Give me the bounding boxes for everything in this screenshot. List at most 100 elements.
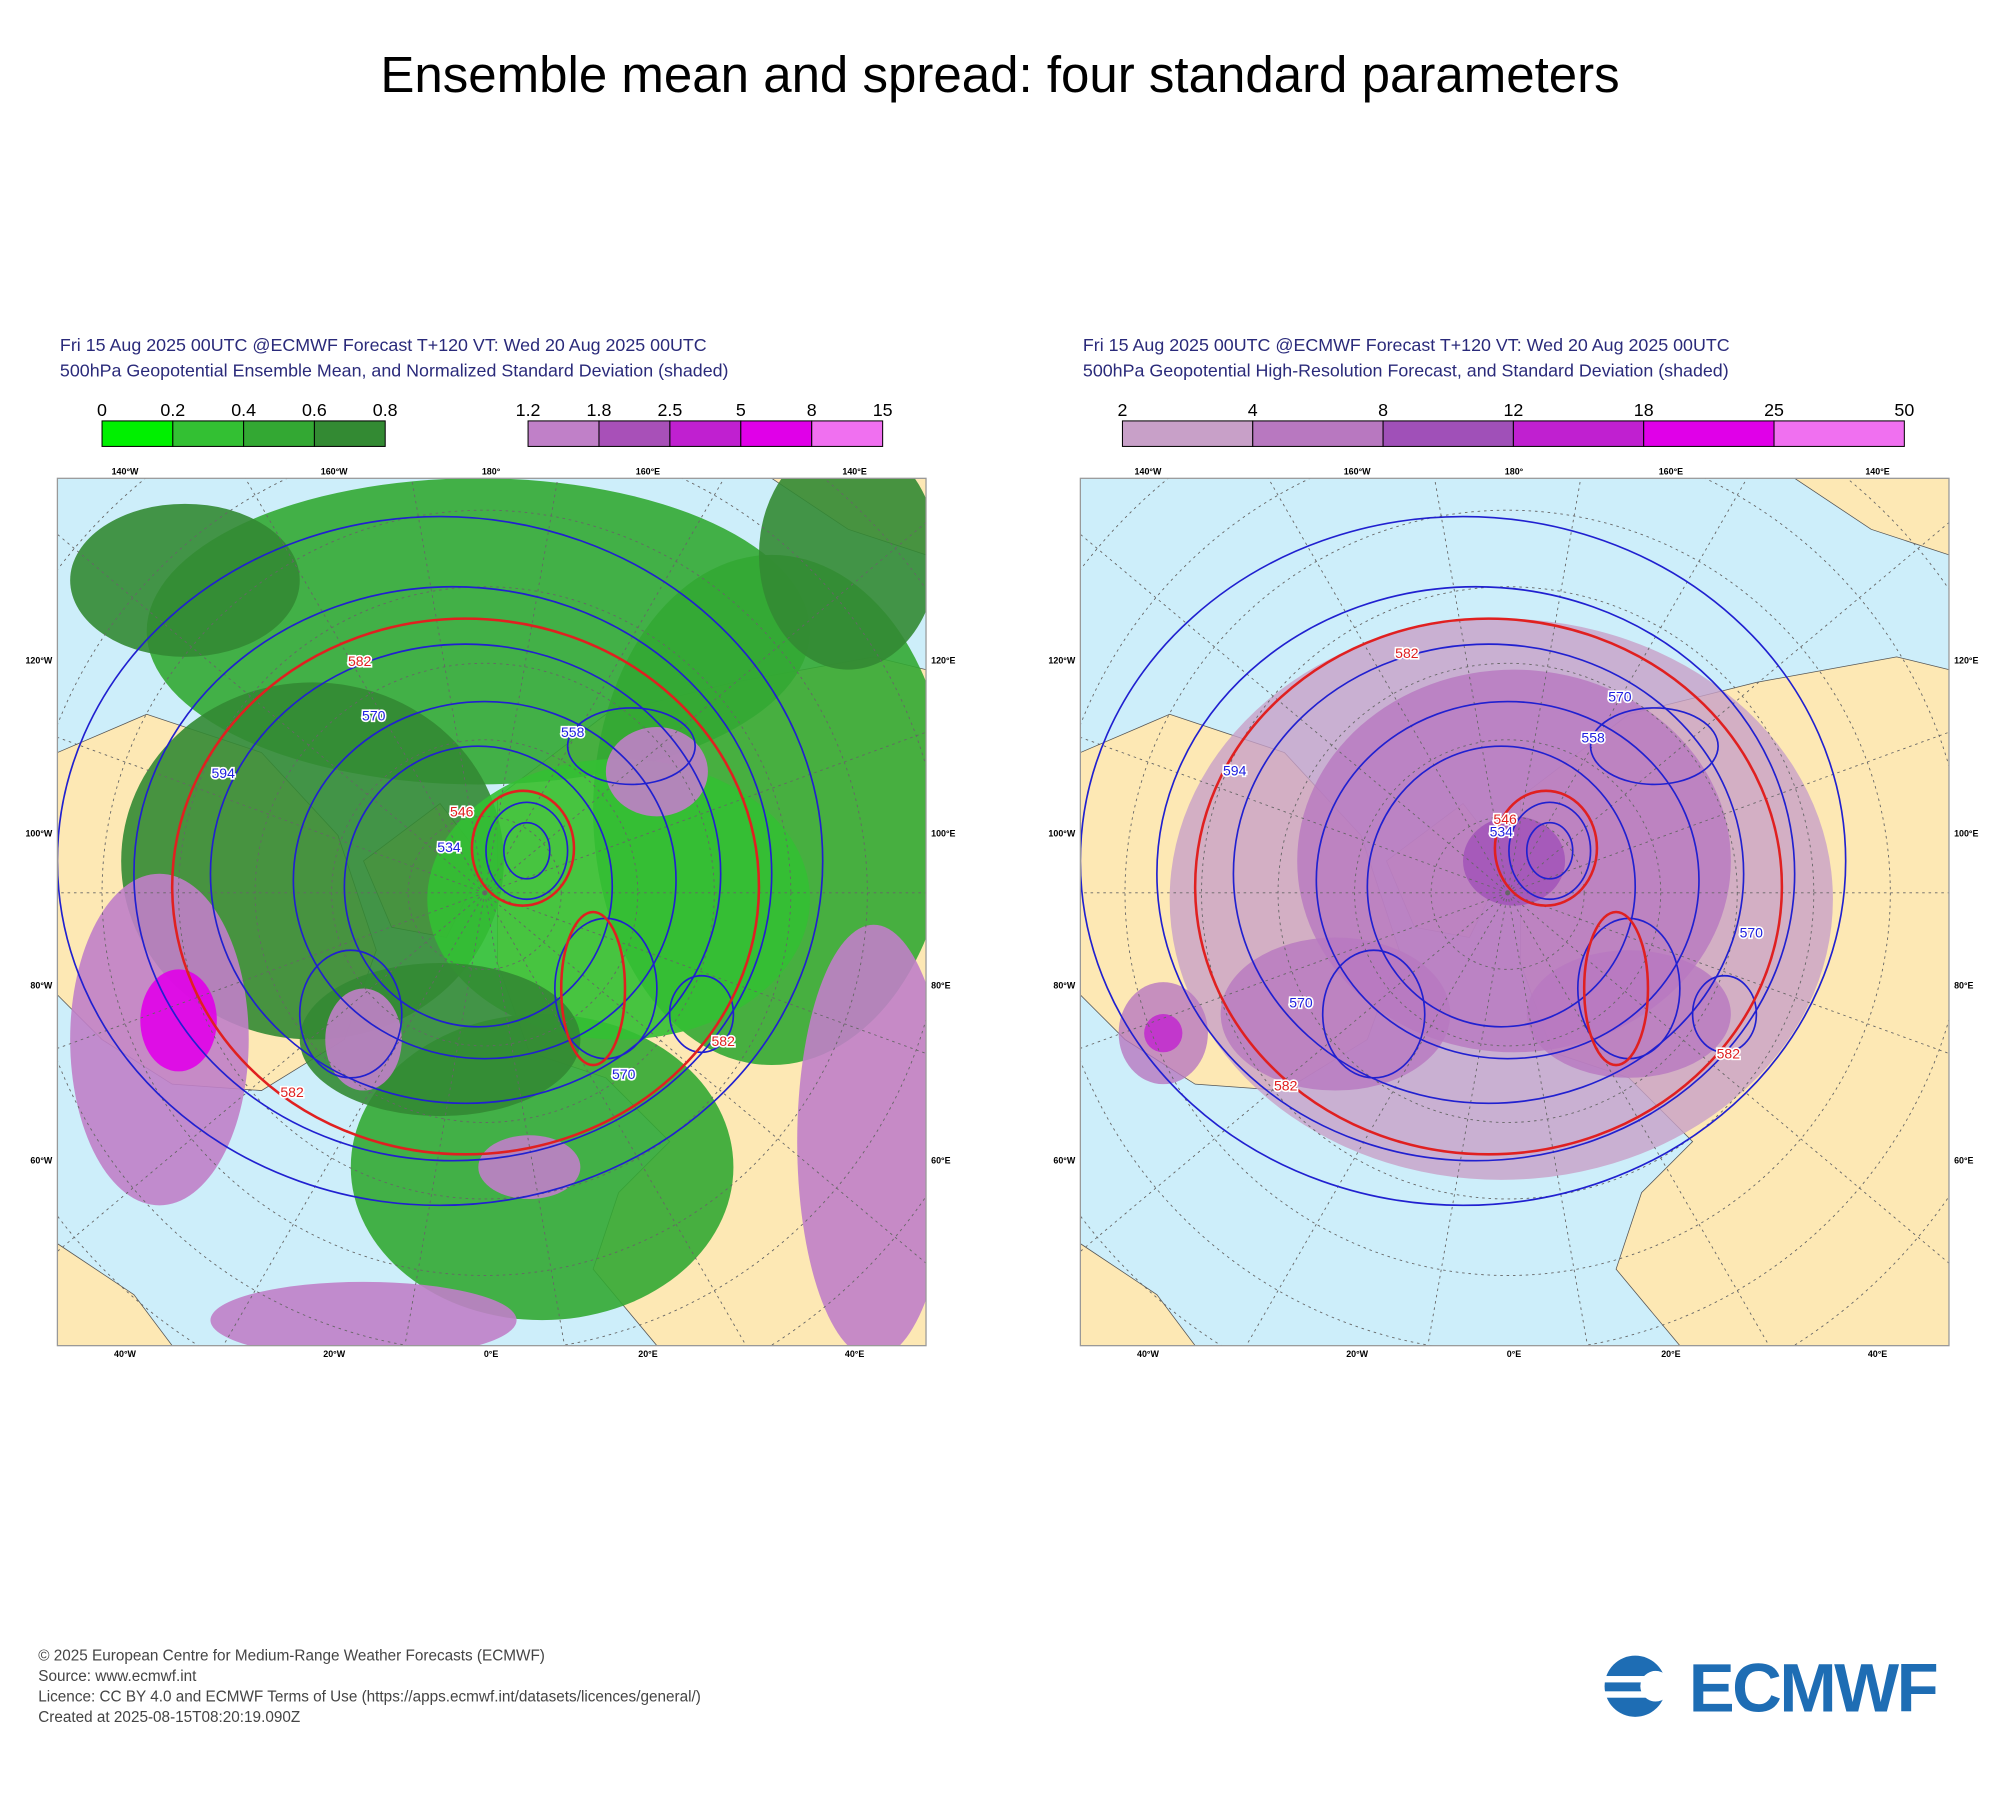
- contour-label: 558: [1581, 729, 1605, 745]
- shading: [1463, 816, 1566, 906]
- meridian: [1507, 478, 1582, 893]
- colorbar-box: [101, 420, 174, 447]
- graticule-label: 180°: [482, 466, 501, 476]
- contour: [1080, 515, 1847, 1207]
- meridian: [411, 478, 486, 893]
- meridian: [484, 521, 927, 894]
- logo-stripe: [1594, 1676, 1659, 1683]
- contour-red: [559, 910, 627, 1067]
- colorbar-label: 25: [1764, 400, 1784, 420]
- shading: [605, 727, 708, 817]
- logo-text: ECMWF: [1689, 1650, 1937, 1727]
- contour: [298, 949, 403, 1079]
- meridian: [1507, 521, 1949, 894]
- graticule-label: 100°E: [931, 829, 955, 839]
- contour: [1589, 707, 1719, 786]
- meridian: [1507, 478, 1748, 894]
- land: [1080, 1243, 1196, 1346]
- graticule-label: 40°E: [845, 1349, 864, 1359]
- contour-label: 534: [437, 839, 461, 855]
- contour-label: 570: [1608, 689, 1632, 705]
- shading: [210, 1281, 517, 1346]
- graticule-label: 160°W: [321, 466, 348, 476]
- contour: [668, 974, 735, 1054]
- meridian: [1507, 892, 1770, 1346]
- meridian: [484, 892, 927, 1264]
- graticule-label: 140°W: [1135, 466, 1162, 476]
- colorbar-label: 0.8: [373, 400, 398, 420]
- graticule-label: 40°W: [114, 1349, 136, 1359]
- contour: [1508, 801, 1592, 901]
- graticule-label: 60°W: [1053, 1155, 1075, 1165]
- colorbar-box: [598, 420, 671, 447]
- shading: [797, 924, 927, 1346]
- meridian: [484, 892, 747, 1346]
- colorbar-label: 50: [1894, 400, 1914, 420]
- map-content: 582 570 594 546 534 558 582 570 582: [57, 478, 927, 1346]
- colorbar-label: 2.5: [657, 400, 682, 420]
- colorbar-label: 8: [807, 400, 817, 420]
- contour: [1315, 700, 1700, 1060]
- graticule-label: 180°: [1505, 466, 1524, 476]
- contour: [1232, 643, 1745, 1105]
- contour-red: [1582, 910, 1650, 1067]
- graticule-label: 20°W: [1346, 1349, 1368, 1359]
- colorbar-box: [527, 420, 600, 447]
- contour: [57, 515, 824, 1207]
- contour-label: 594: [1223, 763, 1247, 779]
- graticule-label: 80°W: [1053, 981, 1075, 991]
- meridian: [1080, 892, 1508, 1049]
- contour-label: 582: [348, 653, 372, 669]
- contour: [209, 643, 722, 1105]
- contour-label: 534: [1490, 824, 1514, 840]
- contour: [133, 585, 773, 1162]
- panel-header: Fri 15 Aug 2025 00UTC @ECMWF Forecast T+…: [1083, 335, 1730, 355]
- map: 582 570 594 546 534 558 582 570 582 140°W 160°W 180…: [25, 466, 955, 1359]
- colorbar-box: [811, 420, 884, 447]
- graticule-label: 60°E: [931, 1155, 950, 1165]
- logo-mark: [1640, 1670, 1671, 1702]
- meridian: [1080, 736, 1508, 894]
- graticule-label: 140°E: [1865, 466, 1889, 476]
- meridian: [1245, 892, 1509, 1346]
- contour: [566, 707, 696, 786]
- meridian: [1427, 892, 1509, 1346]
- shading: [427, 758, 810, 1040]
- contour-label: 570: [362, 708, 386, 724]
- graticule-label: 0°E: [484, 1349, 499, 1359]
- contour: [485, 801, 569, 901]
- panel-header: 500hPa Geopotential Ensemble Mean, and N…: [60, 360, 729, 380]
- contour: [1321, 949, 1426, 1079]
- meridian: [404, 892, 486, 1346]
- shading: [1220, 937, 1451, 1091]
- colorbar-label: 15: [873, 400, 893, 420]
- land: [1793, 478, 1949, 556]
- land: [57, 1243, 173, 1346]
- meridian: [484, 478, 725, 894]
- graticule-label: 40°W: [1137, 1349, 1159, 1359]
- meridian: [1507, 892, 1949, 1264]
- contour-label: 594: [212, 765, 236, 781]
- colorbar-box: [313, 420, 386, 447]
- colorbar-label: 2: [1117, 400, 1127, 420]
- contour-red: [170, 617, 761, 1156]
- graticule-label: 140°W: [112, 466, 139, 476]
- contour-label: 582: [280, 1084, 304, 1100]
- contour: [1156, 585, 1796, 1162]
- colorbar-label: 0.2: [160, 400, 185, 420]
- contour-red: [1493, 789, 1599, 907]
- graticule-label: 20°E: [1661, 1349, 1680, 1359]
- ecmwf-logo: ECMWF: [1594, 1650, 1939, 1727]
- graticule-label: 120°W: [1048, 655, 1075, 665]
- meridian: [57, 736, 485, 894]
- contour-label: 582: [1395, 645, 1419, 661]
- meridian: [1080, 533, 1508, 894]
- graticule-label: 140°E: [842, 466, 866, 476]
- colorbar-box: [740, 420, 813, 447]
- contour-label: 570: [1740, 925, 1764, 941]
- contour: [1525, 821, 1574, 880]
- contour-label: 570: [1289, 995, 1313, 1011]
